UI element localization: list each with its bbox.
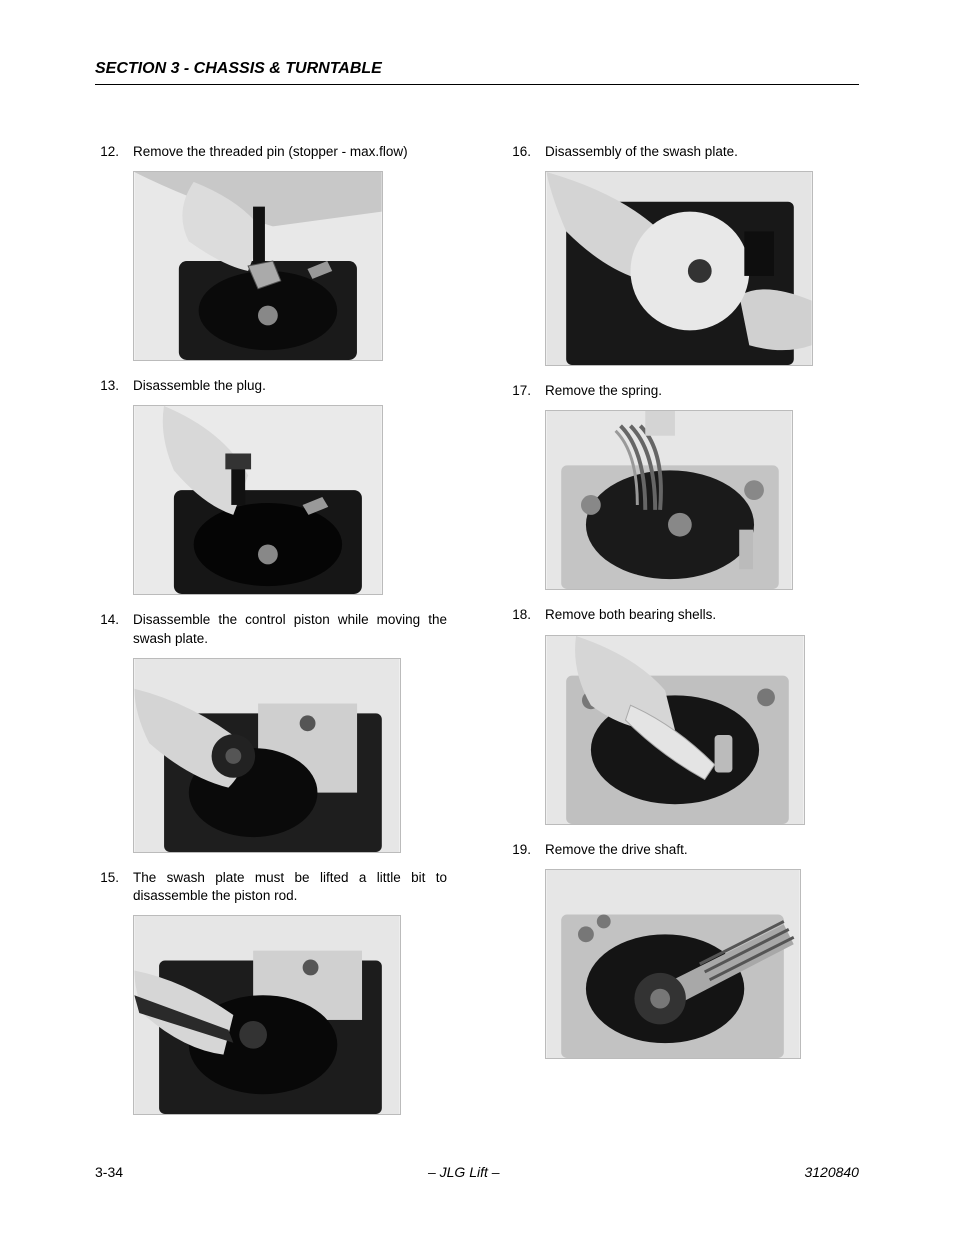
- step-13: 13. Disassemble the plug.: [95, 377, 447, 595]
- step-image: [133, 171, 383, 361]
- step-text: Remove the spring.: [545, 382, 859, 400]
- step-text: Disassemble the plug.: [133, 377, 447, 395]
- step-image: [545, 869, 801, 1059]
- step-number: 15.: [95, 869, 119, 905]
- step-text: Disassemble the control piston while mov…: [133, 611, 447, 647]
- step-number: 14.: [95, 611, 119, 647]
- step-image: [545, 171, 813, 366]
- step-text: Remove the drive shaft.: [545, 841, 859, 859]
- step-number: 18.: [507, 606, 531, 624]
- step-number: 12.: [95, 143, 119, 161]
- step-image: [545, 410, 793, 590]
- step-text: Remove both bearing shells.: [545, 606, 859, 624]
- step-15: 15. The swash plate must be lifted a lit…: [95, 869, 447, 1115]
- footer-page-number: 3-34: [95, 1164, 123, 1180]
- step-image: [133, 658, 401, 853]
- step-number: 13.: [95, 377, 119, 395]
- left-column: 12. Remove the threaded pin (stopper - m…: [95, 143, 447, 1131]
- step-text: The swash plate must be lifted a little …: [133, 869, 447, 905]
- page-footer: 3-34 – JLG Lift – 3120840: [95, 1164, 859, 1180]
- step-14: 14. Disassemble the control piston while…: [95, 611, 447, 852]
- step-text: Disassembly of the swash plate.: [545, 143, 859, 161]
- step-12: 12. Remove the threaded pin (stopper - m…: [95, 143, 447, 361]
- step-number: 19.: [507, 841, 531, 859]
- footer-doc-number: 3120840: [804, 1164, 859, 1180]
- content-columns: 12. Remove the threaded pin (stopper - m…: [95, 143, 859, 1131]
- step-number: 16.: [507, 143, 531, 161]
- step-image: [545, 635, 805, 825]
- right-column: 16. Disassembly of the swash plate.: [507, 143, 859, 1131]
- step-18: 18. Remove both bearing shells.: [507, 606, 859, 824]
- footer-center: – JLG Lift –: [428, 1164, 500, 1180]
- step-image: [133, 405, 383, 595]
- step-19: 19. Remove the drive shaft.: [507, 841, 859, 1059]
- step-image: [133, 915, 401, 1115]
- step-17: 17. Remove the spring.: [507, 382, 859, 590]
- step-number: 17.: [507, 382, 531, 400]
- step-16: 16. Disassembly of the swash plate.: [507, 143, 859, 366]
- step-text: Remove the threaded pin (stopper - max.f…: [133, 143, 447, 161]
- section-header: SECTION 3 - CHASSIS & TURNTABLE: [95, 60, 859, 85]
